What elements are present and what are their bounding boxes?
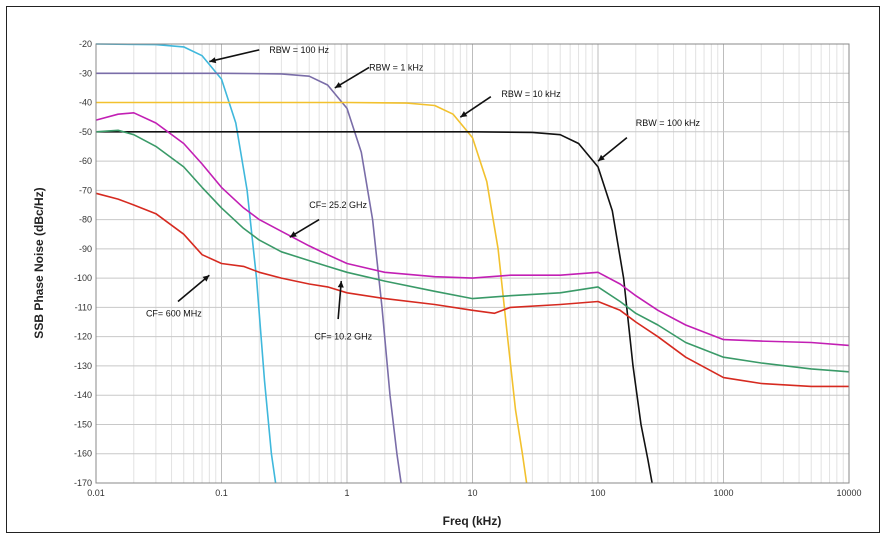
- annotation-label: RBW = 100 Hz: [269, 45, 329, 55]
- y-tick-label: -120: [74, 332, 92, 342]
- y-tick-label: -50: [79, 127, 92, 137]
- annotation-label: CF= 10.2 GHz: [314, 332, 372, 342]
- y-axis-ticks: -20 -30 -40 -50 -60 -70 -80 -90 -100 -110 -120 -130…: [74, 39, 92, 488]
- series-line-cf-600-mhz: [95, 192, 849, 388]
- chart-frame: 0.01 0.1 1 10 100 1000 10000 -20 -30 -40 -50 -60 -7…: [6, 6, 880, 533]
- y-tick-label: -90: [79, 244, 92, 254]
- x-tick-label: 0.01: [87, 488, 105, 498]
- y-tick-label: -60: [79, 156, 92, 166]
- annotation-arrowhead: [289, 231, 297, 238]
- annotation-arrowhead: [334, 82, 342, 88]
- x-tick-label: 100: [590, 488, 605, 498]
- annotation-arrow: [177, 274, 210, 303]
- x-tick-label: 10: [467, 488, 477, 498]
- x-tick-label: 1000: [713, 488, 733, 498]
- annotation-label: RBW = 1 kHz: [369, 62, 424, 72]
- annotations: RBW = 100 Hz RBW = 1 kHz RBW = 10 kHz RBW =…: [146, 45, 701, 342]
- x-tick-label: 1: [344, 488, 349, 498]
- annotation-arrowhead: [460, 111, 468, 118]
- y-tick-label: -30: [79, 68, 92, 78]
- annotation-arrowhead: [337, 281, 344, 288]
- y-tick-label: -40: [79, 98, 92, 108]
- phase-noise-chart: 0.01 0.1 1 10 100 1000 10000 -20 -30 -40 -50 -60 -7…: [32, 39, 862, 528]
- y-tick-label: -80: [79, 215, 92, 225]
- series-line-rbw-10-khz: [96, 101, 528, 484]
- y-tick-label: -160: [74, 449, 92, 459]
- y-tick-label: -70: [79, 185, 92, 195]
- series-lines: [95, 43, 850, 484]
- y-tick-label: -110: [75, 302, 92, 312]
- x-axis-title: Freq (kHz): [443, 514, 502, 528]
- annotation-label: CF= 25.2 GHz: [309, 200, 367, 210]
- annotation-label: RBW = 10 kHz: [501, 89, 561, 99]
- y-tick-label: -100: [74, 273, 92, 283]
- series-line-cf-10-2-ghz: [95, 129, 850, 373]
- x-axis-ticks: 0.01 0.1 1 10 100 1000 10000: [87, 488, 861, 498]
- annotation-arrow: [337, 280, 343, 320]
- y-tick-label: -140: [74, 390, 92, 400]
- series-line-cf-25-2-ghz: [95, 112, 850, 347]
- annotation-label: CF= 600 MHz: [146, 308, 202, 318]
- series-line-rbw-1-khz: [96, 72, 402, 484]
- y-tick-label: -150: [74, 419, 92, 429]
- annotation-label: RBW = 100 kHz: [636, 118, 701, 128]
- annotation-arrow: [334, 66, 370, 89]
- series-line-rbw-100-khz: [96, 131, 653, 484]
- series-line-rbw-100-hz: [95, 43, 277, 484]
- annotation-arrowhead: [209, 57, 217, 64]
- y-axis-title: SSB Phase Noise (dBc/Hz): [32, 187, 46, 338]
- plot-border: [95, 43, 850, 484]
- annotation-arrowhead: [202, 275, 210, 282]
- annotation-arrowhead: [598, 154, 605, 162]
- x-tick-label: 0.1: [215, 488, 228, 498]
- annotation-arrow: [209, 49, 260, 63]
- y-tick-label: -130: [74, 361, 92, 371]
- y-tick-label: -170: [74, 478, 92, 488]
- y-tick-label: -20: [79, 39, 92, 49]
- x-tick-label: 10000: [836, 488, 861, 498]
